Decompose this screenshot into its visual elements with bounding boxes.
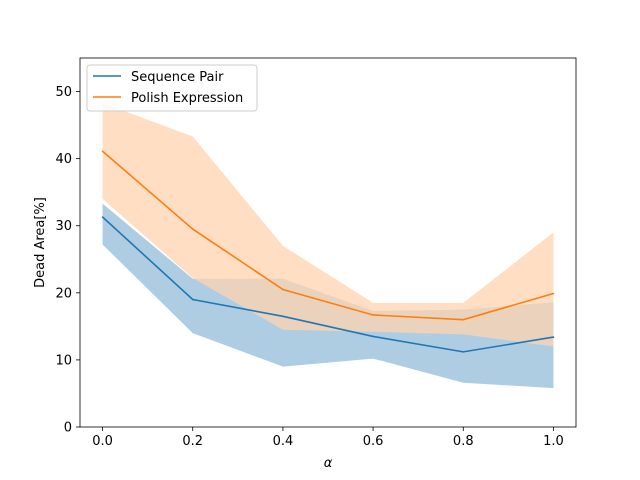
point-sequence-pair	[191, 298, 194, 301]
plot-area-frame	[79, 57, 577, 428]
point-polish-expression	[282, 288, 284, 291]
confidence-bands	[102, 102, 554, 389]
y-axis-label: Dead Area[%]	[33, 197, 48, 288]
legend-label-sequence-pair: Sequence Pair	[131, 70, 224, 85]
x-tick-label: 0.8	[453, 434, 474, 449]
point-polish-expression	[372, 314, 374, 316]
x-tick-label: 1.0	[543, 434, 564, 449]
point-sequence-pair	[372, 335, 374, 338]
line-polish-expression	[102, 150, 554, 321]
x-tick-label: 0.2	[182, 434, 203, 449]
x-tick-label: 0.6	[363, 434, 384, 449]
series-lines	[101, 150, 555, 353]
point-sequence-pair	[101, 216, 104, 218]
point-sequence-pair	[462, 351, 465, 353]
y-tick-label: 20	[55, 286, 72, 301]
x-axis-ticks: 0.0 0.2 0.4 0.6 0.8 1.0	[92, 427, 564, 449]
y-tick-label: 50	[55, 85, 72, 100]
point-polish-expression	[191, 228, 194, 230]
line-sequence-pair	[102, 216, 554, 353]
legend-label-polish-expression: Polish Expression	[131, 91, 243, 106]
band-polish-expression	[102, 102, 554, 347]
y-tick-label: 30	[55, 219, 72, 234]
y-axis-ticks: 0 10 20 30 40 50	[55, 85, 80, 436]
legend: Sequence Pair Polish Expression	[86, 64, 258, 112]
x-tick-label: 0.0	[92, 434, 113, 449]
point-polish-expression	[462, 318, 465, 321]
legend-box	[86, 64, 258, 112]
x-tick-label: 0.4	[273, 434, 294, 449]
y-tick-label: 40	[55, 152, 72, 167]
y-tick-label: 0	[64, 421, 72, 436]
x-axis-label: α	[324, 456, 333, 471]
point-sequence-pair	[552, 336, 555, 338]
point-sequence-pair	[282, 315, 284, 318]
y-tick-label: 10	[55, 353, 72, 368]
point-polish-expression	[101, 150, 104, 153]
point-polish-expression	[552, 292, 555, 295]
